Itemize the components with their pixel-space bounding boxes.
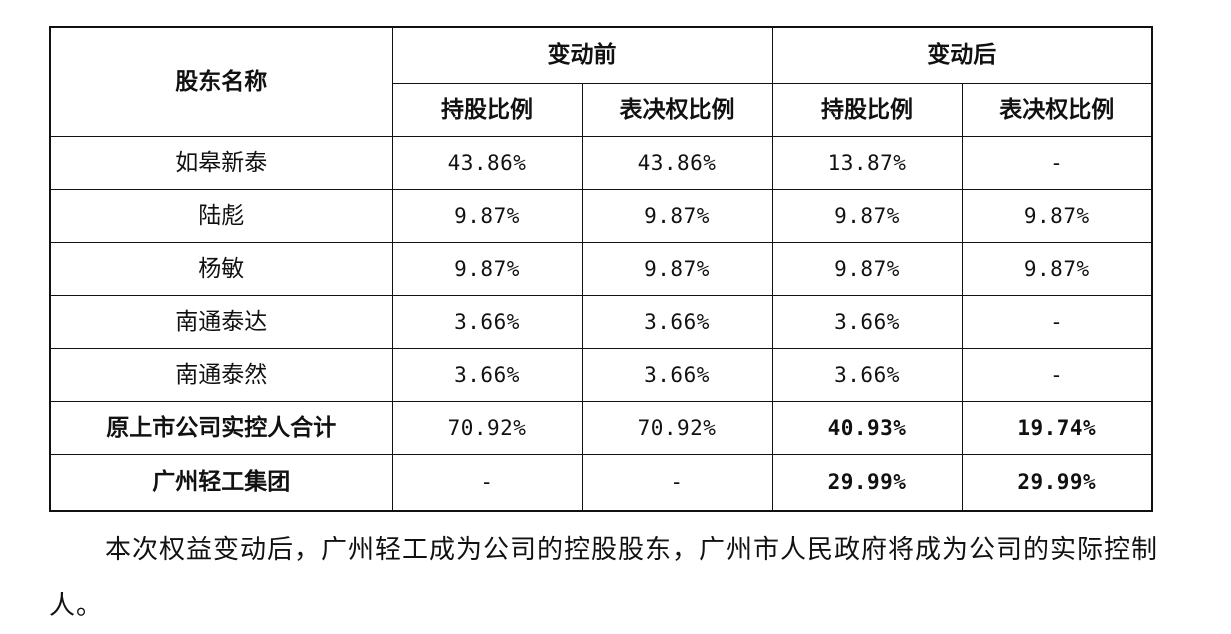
- shareholder-name-cell: 原上市公司实控人合计: [49, 401, 393, 455]
- after-shareholding-cell: 3.66%: [771, 348, 963, 402]
- after-voting-cell: -: [961, 136, 1153, 190]
- shareholder-name-cell: 南通泰然: [49, 348, 393, 402]
- before-shareholding-cell: 9.87%: [391, 242, 583, 296]
- after-voting-cell: 29.99%: [961, 454, 1153, 512]
- table-row: 南通泰然 3.66% 3.66% 3.66% -: [49, 348, 1153, 402]
- table-header-row: 股东名称 变动前 变动后: [49, 26, 1153, 137]
- after-shareholding-cell: 9.87%: [771, 189, 963, 243]
- table-row: 陆彪 9.87% 9.87% 9.87% 9.87%: [49, 189, 1153, 243]
- table-row-new-controller: 广州轻工集团 - - 29.99% 29.99%: [49, 454, 1153, 512]
- shareholder-name-cell: 杨敏: [49, 242, 393, 296]
- conclusion-paragraph: 本次权益变动后，广州轻工成为公司的控股股东，广州市人民政府将成为公司的实际控制人…: [49, 535, 1159, 621]
- header-after-change: 变动后: [771, 26, 1153, 84]
- after-voting-cell: 9.87%: [961, 189, 1153, 243]
- after-voting-cell: -: [961, 295, 1153, 349]
- subheader-before-shareholding: 持股比例: [391, 83, 583, 137]
- after-voting-cell: -: [961, 348, 1153, 402]
- before-shareholding-cell: 3.66%: [391, 348, 583, 402]
- header-shareholder-name: 股东名称: [49, 26, 393, 137]
- before-voting-cell: 3.66%: [581, 295, 773, 349]
- after-voting-cell: 19.74%: [961, 401, 1153, 455]
- after-shareholding-cell: 3.66%: [771, 295, 963, 349]
- before-shareholding-cell: 9.87%: [391, 189, 583, 243]
- table-subheader-row: 持股比例 表决权比例 持股比例 表决权比例: [50, 83, 1153, 137]
- subheader-after-voting: 表决权比例: [961, 83, 1153, 137]
- after-shareholding-cell: 9.87%: [771, 242, 963, 296]
- before-shareholding-cell: 3.66%: [391, 295, 583, 349]
- subheader-before-voting: 表决权比例: [581, 83, 773, 137]
- subheader-after-shareholding: 持股比例: [771, 83, 963, 137]
- after-shareholding-cell: 40.93%: [771, 401, 963, 455]
- table-row: 如皋新泰 43.86% 43.86% 13.87% -: [49, 136, 1153, 190]
- shareholder-name-cell: 如皋新泰: [49, 136, 393, 190]
- before-shareholding-cell: 43.86%: [391, 136, 583, 190]
- before-voting-cell: 9.87%: [581, 242, 773, 296]
- header-before-change: 变动前: [391, 26, 773, 84]
- before-voting-cell: 43.86%: [581, 136, 773, 190]
- before-voting-cell: 9.87%: [581, 189, 773, 243]
- before-voting-cell: 70.92%: [581, 401, 773, 455]
- after-voting-cell: 9.87%: [961, 242, 1153, 296]
- equity-change-table: 股东名称 变动前 变动后 持股比例 表决权比例 持股比例 表决权比例 如皋新泰 …: [49, 26, 1153, 512]
- shareholder-name-cell: 陆彪: [49, 189, 393, 243]
- before-voting-cell: 3.66%: [581, 348, 773, 402]
- shareholder-name-cell: 广州轻工集团: [49, 454, 393, 512]
- after-shareholding-cell: 13.87%: [771, 136, 963, 190]
- after-shareholding-cell: 29.99%: [771, 454, 963, 512]
- before-shareholding-cell: 70.92%: [391, 401, 583, 455]
- table-row-total: 原上市公司实控人合计 70.92% 70.92% 40.93% 19.74%: [49, 401, 1153, 455]
- before-voting-cell: -: [581, 454, 773, 512]
- table-row: 杨敏 9.87% 9.87% 9.87% 9.87%: [49, 242, 1153, 296]
- table-row: 南通泰达 3.66% 3.66% 3.66% -: [49, 295, 1153, 349]
- shareholder-name-cell: 南通泰达: [49, 295, 393, 349]
- before-shareholding-cell: -: [391, 454, 583, 512]
